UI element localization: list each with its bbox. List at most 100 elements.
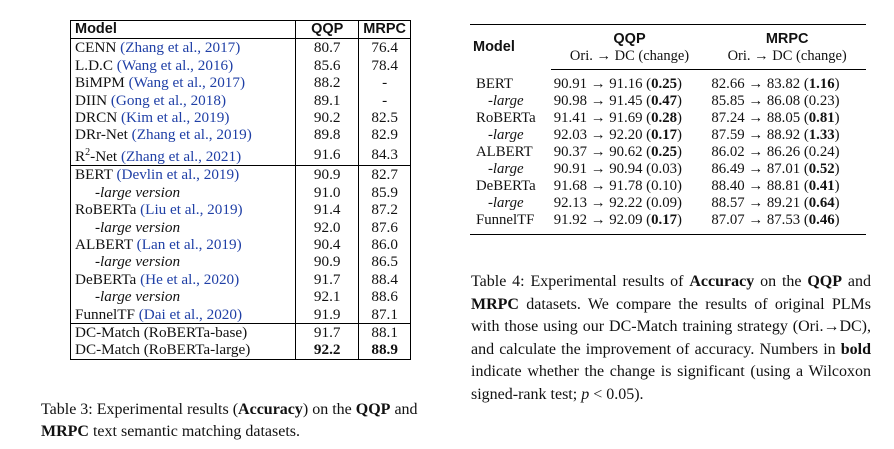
table-4-mrpc-change: 0.46 <box>808 212 835 228</box>
table-3-model-cell: DRCN (Kim et al., 2019) <box>71 109 296 126</box>
table-3-model-name: FunnelTF <box>75 305 135 323</box>
table-3-row: BiMPM (Wang et al., 2017) 88.2- <box>71 74 411 92</box>
table-4-caption-bold: bold <box>840 340 871 358</box>
table-3-mrpc-cell: 78.4 <box>358 56 411 75</box>
table-4-qqp-change: 0.17 <box>651 127 678 143</box>
table-4-mrpc-cell: 87.59 → 88.92 (1.33) <box>711 127 840 143</box>
table-3-model-cell: -large version <box>71 184 296 201</box>
table-4-qqp-cell: 90.37 → 90.62 (0.25) <box>553 144 682 160</box>
table-3-caption: Table 3: Experimental results (Accuracy)… <box>41 399 441 443</box>
table-3-model-cell: BiMPM (Wang et al., 2017) <box>71 74 296 91</box>
table-3-row: DC-Match (RoBERTa-base) 91.7 88.1 <box>70 322 411 342</box>
table-3-model-cell: CENN (Zhang et al., 2017) <box>71 39 296 57</box>
table-3-mrpc-cell: 87.2 <box>358 201 411 219</box>
table-3-citation-link[interactable]: (Liu et al., 2019) <box>140 201 243 219</box>
table-3-mrpc-cell: 88.9 <box>358 341 411 360</box>
table-3-model-name: DIIN <box>75 91 108 109</box>
table-3-mrpc-cell: - <box>358 91 411 110</box>
table-4-qqp-values: 91.92 → 92.09 ( <box>553 212 652 228</box>
table-3-citation-link[interactable]: (Devlin et al., 2019) <box>116 166 240 184</box>
table-3-caption-text: text semantic matching datasets. <box>88 423 301 440</box>
table-3-row: L.D.C (Wang et al., 2016) 85.6 78.4 <box>71 56 411 75</box>
table-3-citation-link[interactable]: (Zhang et al., 2019) <box>131 126 252 144</box>
table-3-qqp-cell: 91.7 <box>295 270 359 289</box>
table-4-qqp-cell: 91.68 → 91.78 (0.10) <box>553 178 682 194</box>
table-3-citation-link[interactable]: (He et al., 2020) <box>140 270 240 288</box>
table-4-row: -large 90.91 → 90.94 (0.03) 86.49 → 87.01 … <box>470 161 866 178</box>
table-3-citation-link[interactable]: (Gong et al., 2018) <box>110 91 227 109</box>
table-4-model-cell: -large <box>488 161 524 177</box>
table-4-mrpc-cell: 88.57 → 89.21 (0.64) <box>711 195 840 211</box>
table-4-mrpc-change: 0.23 <box>808 93 835 109</box>
table-3-citation-link[interactable]: (Kim et al., 2019) <box>121 109 230 127</box>
table-3-caption-text: Table 3: Experimental results ( <box>41 401 239 418</box>
table-3-mrpc-cell: 82.7 <box>358 165 411 184</box>
table-3-model-cell: DeBERTa (He et al., 2020) <box>71 271 296 288</box>
table-4-mrpc-values: 88.40 → 88.81 ( <box>711 178 809 194</box>
table-4-row: ALBERT 90.37 → 90.62 (0.25) 86.02 → 86.26 … <box>470 144 866 161</box>
table-4-qqp-change: 0.09 <box>651 195 678 211</box>
table-3-row: R2-Net (Zhang et al., 2021) 91.6 84.3 <box>71 143 411 166</box>
table-4-mrpc-change: 0.24 <box>808 144 835 160</box>
table-3-qqp-cell: 92.1 <box>295 288 359 306</box>
table-4-qqp-values: 90.37 → 90.62 ( <box>553 144 652 160</box>
table-3-model-cell: -large version <box>71 288 296 305</box>
table-3-model-name: BERT <box>75 166 113 184</box>
table-4-model-cell: BERT <box>476 75 513 92</box>
table-4-container: Model QQP MRPC Ori. → DC (change) Ori. →… <box>470 24 870 235</box>
table-4-row: -large 90.98 → 91.45 (0.47) 85.85 → 86.08 … <box>470 93 866 110</box>
table-3-model-name: DC-Match (RoBERTa-base) <box>75 323 248 341</box>
table-3-mrpc-cell: 82.5 <box>358 109 411 127</box>
table-4-mrpc-change: 0.41 <box>808 178 835 194</box>
table-3-mrpc-cell: 87.1 <box>358 305 411 324</box>
table-4-caption-text: on the <box>754 273 808 290</box>
table-3-model-cell: DIIN (Gong et al., 2018) <box>71 92 296 109</box>
table-3-row: FunnelTF (Dai et al., 2020) 91.9 87.1 <box>71 305 411 324</box>
table-4-qqp-values: 91.41 → 91.69 ( <box>553 110 652 126</box>
table-4-subheader-row: Ori. → DC (change) Ori. → DC (change) <box>470 48 866 70</box>
table-3-mrpc-cell: 86.5 <box>358 253 411 271</box>
table-3-model-cell: -large version <box>71 253 296 270</box>
table-3-model-name: DRr-Net <box>75 126 128 144</box>
table-4-mrpc-cell: 87.24 → 88.05 (0.81) <box>711 110 840 126</box>
table-4-mrpc-values: 86.49 → 87.01 ( <box>711 161 809 177</box>
table-3-model-name: CENN <box>75 39 117 57</box>
table-4-qqp-change: 0.03 <box>651 161 678 177</box>
table-4-mrpc-cell: 86.49 → 87.01 (0.52) <box>711 161 840 177</box>
table-4-header-mrpc: MRPC <box>708 24 866 48</box>
table-3-qqp-cell: 92.0 <box>295 218 359 236</box>
table-4-qqp-cell: 91.92 → 92.09 (0.17) <box>550 212 709 235</box>
table-4-mrpc-cell: 82.66 → 83.82 (1.16) <box>711 76 840 92</box>
table-3-mrpc-cell: 84.3 <box>358 143 411 166</box>
table-3-row: -large version 92.1 88.6 <box>71 288 411 306</box>
table-3-mrpc-cell: 76.4 <box>358 38 411 57</box>
table-3-citation-link[interactable]: (Zhang et al., 2021) <box>120 147 242 165</box>
table-3-citation-link[interactable]: (Zhang et al., 2017) <box>120 39 241 57</box>
table-3-model-name: ALBERT <box>75 235 133 253</box>
table-4-mrpc-change: 0.52 <box>808 161 835 177</box>
table-4-qqp-cell: 90.98 → 91.45 (0.47) <box>553 93 682 109</box>
table-3-qqp-cell: 90.9 <box>295 253 359 271</box>
table-3-citation-link[interactable]: (Wang et al., 2016) <box>116 56 234 74</box>
table-3-citation-link[interactable]: (Lan et al., 2019) <box>136 235 242 253</box>
table-3-citation-link[interactable]: (Wang et al., 2017) <box>128 74 246 92</box>
table-4-qqp-values: 92.03 → 92.20 ( <box>553 127 652 143</box>
table-4-model-cell: -large <box>488 127 524 143</box>
table-3-model-cell: DC-Match (RoBERTa-large) <box>71 341 296 359</box>
table-3-citation-link[interactable]: (Dai et al., 2020) <box>138 305 243 323</box>
table-3-row: DeBERTa (He et al., 2020) 91.7 88.4 <box>71 270 411 289</box>
table-4-row: -large 92.03 → 92.20 (0.17) 87.59 → 88.92 … <box>470 127 866 144</box>
table-4-caption-p: p <box>581 385 590 403</box>
table-4-model-cell: -large <box>488 93 524 109</box>
table-3-qqp-cell: 90.2 <box>295 109 359 127</box>
table-3-caption-text: and <box>390 401 418 418</box>
table-3-row: RoBERTa (Liu et al., 2019) 91.4 87.2 <box>71 201 411 219</box>
table-4-qqp-cell: 90.91 → 90.94 (0.03) <box>553 161 682 177</box>
table-3-row: -large version 92.0 87.6 <box>71 218 411 236</box>
table-4-model-cell: DeBERTa <box>476 178 536 194</box>
table-3-qqp-cell: 90.9 <box>295 165 359 184</box>
table-4-mrpc-values: 85.85 → 86.08 ( <box>711 93 809 109</box>
table-3-row: ALBERT (Lan et al., 2019) 90.4 86.0 <box>71 235 411 254</box>
table-3-model-name: -large version <box>95 218 181 236</box>
table-4-qqp-cell: 92.03 → 92.20 (0.17) <box>553 127 682 143</box>
